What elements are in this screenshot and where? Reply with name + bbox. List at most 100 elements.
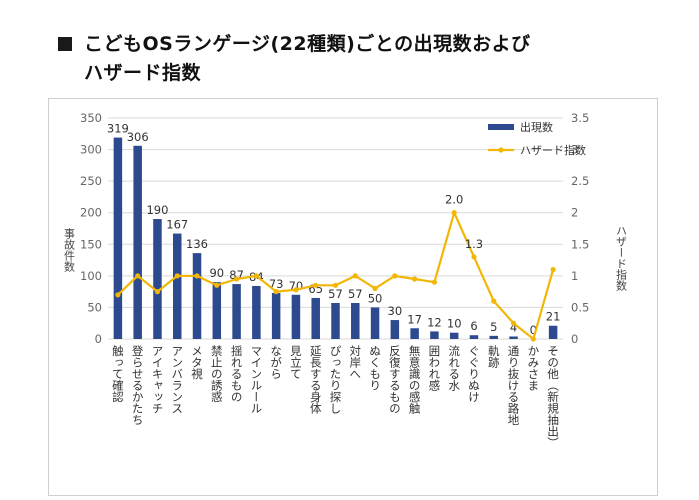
x-category-label: かみさま — [526, 345, 540, 391]
bar — [291, 294, 301, 339]
hazard-point — [194, 273, 200, 279]
bar-data-label: 90 — [209, 266, 224, 280]
y2-tick-label: 3 — [571, 143, 578, 157]
x-category-label: 軌跡 — [487, 344, 501, 369]
bar — [410, 328, 419, 339]
y-tick-label: 250 — [80, 174, 102, 188]
y2-tick-label: 2.5 — [571, 174, 589, 188]
bar-data-label: 57 — [328, 287, 343, 301]
bar — [153, 219, 162, 339]
bar — [489, 335, 499, 339]
hazard-point — [550, 266, 556, 273]
x-category-label: 見立て — [289, 345, 303, 380]
x-category-label: 無意識の感触 — [408, 344, 422, 414]
bar — [430, 331, 439, 339]
hazard-point — [115, 292, 121, 298]
hazard-point — [135, 273, 141, 279]
bar — [370, 307, 380, 339]
bar — [113, 137, 123, 339]
bar — [449, 332, 459, 339]
bar — [212, 282, 222, 339]
hazard-point — [431, 279, 438, 285]
x-category-label: 揺れるもの — [230, 345, 244, 403]
y-axis-title: 事故件数 — [63, 228, 76, 273]
hazard-point — [174, 273, 180, 279]
y2-tick-label: 1.5 — [571, 237, 589, 251]
bar-data-label: 306 — [127, 130, 149, 144]
bar — [469, 335, 479, 339]
x-category-label: 流れる水 — [447, 344, 461, 391]
legend-label-line: ハザード指数 — [520, 143, 586, 157]
x-category-label: 登らせるかたち — [131, 344, 145, 425]
x-category-label: 延長する身体 — [309, 345, 323, 414]
x-category-label: アイキャッチ — [150, 345, 164, 414]
hazard-data-label: 2.0 — [445, 193, 463, 207]
hazard-point — [253, 273, 259, 279]
hazard-point — [372, 285, 378, 292]
bar-data-label: 17 — [407, 312, 422, 326]
bar — [232, 284, 241, 339]
bar — [509, 336, 518, 339]
y-tick-label: 0 — [95, 332, 102, 346]
hazard-point — [154, 289, 161, 295]
bar — [311, 297, 320, 339]
bar-data-label: 319 — [107, 122, 129, 136]
bar-data-label: 57 — [348, 287, 363, 301]
y2-axis-title: ハザード指数 — [615, 225, 628, 292]
bar — [172, 233, 182, 339]
legend-bar-swatch — [488, 124, 514, 130]
bar — [548, 325, 558, 339]
hazard-point — [392, 273, 398, 279]
bar — [252, 285, 261, 339]
hazard-point — [332, 282, 339, 288]
y-tick-label: 200 — [80, 206, 102, 220]
hazard-point — [233, 276, 240, 282]
y-tick-label: 50 — [87, 300, 102, 314]
bar-data-label: 167 — [166, 218, 188, 232]
hazard-point — [471, 254, 477, 260]
hazard-point — [491, 298, 497, 304]
title-bullet-icon — [58, 37, 72, 51]
hazard-point — [530, 336, 536, 342]
bar — [192, 253, 202, 339]
bar-data-label: 30 — [388, 304, 403, 318]
bar — [271, 292, 281, 339]
y-tick-label: 350 — [80, 111, 102, 125]
hazard-point — [313, 282, 319, 288]
chart-title-line1: こどもOSランゲージ(22種類)ごとの出現数および — [84, 33, 531, 55]
x-category-label: マインルール — [249, 345, 263, 414]
bar-data-label: 4 — [510, 320, 517, 334]
y-tick-label: 300 — [80, 143, 102, 157]
x-category-label: ながら — [269, 345, 283, 380]
bar-data-label: 6 — [470, 319, 477, 333]
bar-data-label: 10 — [447, 317, 462, 331]
y-tick-label: 150 — [80, 237, 102, 251]
chart-title-line2: ハザード指数 — [84, 62, 202, 84]
bar-data-label: 136 — [186, 237, 208, 251]
x-category-label: 触って確認 — [111, 344, 125, 402]
y2-tick-label: 2 — [571, 206, 578, 220]
hazard-point — [510, 320, 517, 326]
x-category-label: アンバランス — [170, 345, 184, 414]
x-category-label: ぴったり探し — [329, 345, 343, 414]
hazard-point — [451, 210, 457, 216]
bar — [331, 303, 340, 339]
chart-title: こどもOSランゲージ(22種類)ごとの出現数および ハザード指数 — [58, 30, 678, 88]
hazard-point — [293, 287, 299, 293]
y2-tick-label: 1 — [571, 269, 578, 283]
x-category-label: 反復するもの — [388, 345, 402, 414]
bar-data-label: 0 — [530, 323, 537, 337]
x-category-label: ぐぐりぬけ — [467, 345, 481, 403]
bar — [351, 303, 360, 339]
bar-data-label: 190 — [146, 203, 168, 217]
x-category-label: 通り抜ける路地 — [507, 345, 521, 426]
chart-frame — [48, 98, 658, 496]
hazard-point — [412, 276, 418, 282]
hazard-point — [352, 273, 358, 279]
bar — [390, 320, 400, 339]
hazard-point — [214, 282, 220, 288]
hazard-point — [273, 289, 279, 295]
x-category-label: 対岸へ — [348, 344, 362, 379]
bar-data-label: 5 — [490, 320, 497, 334]
